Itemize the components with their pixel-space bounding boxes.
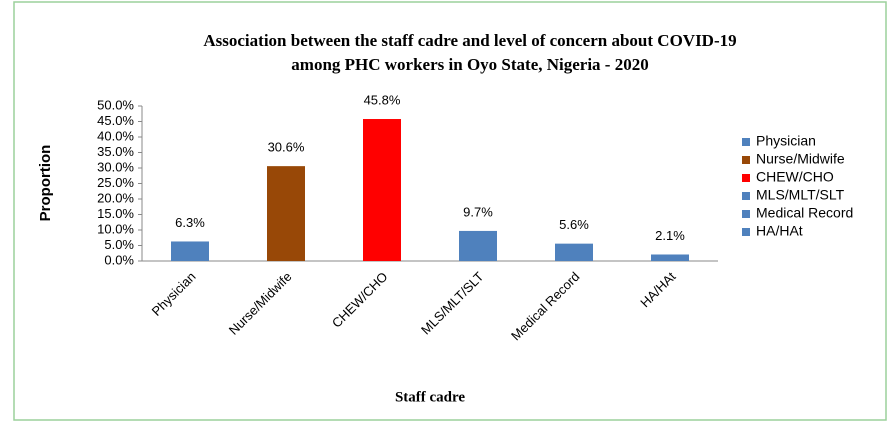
bar xyxy=(171,241,209,261)
legend-swatch xyxy=(742,228,750,236)
y-tick-label: 35.0% xyxy=(97,144,134,159)
y-tick-label: 30.0% xyxy=(97,159,134,174)
legend-swatch xyxy=(742,156,750,164)
y-axis-label: Proportion xyxy=(37,145,54,222)
legend-label: Physician xyxy=(756,133,816,149)
bar xyxy=(651,254,689,261)
x-axis-label: Staff cadre xyxy=(395,389,465,405)
bar xyxy=(363,119,401,262)
y-tick-label: 40.0% xyxy=(97,128,134,143)
y-tick-label: 20.0% xyxy=(97,190,134,205)
y-tick-label: 10.0% xyxy=(97,221,134,236)
data-label: 6.3% xyxy=(175,215,205,230)
data-label: 30.6% xyxy=(268,140,305,155)
legend-label: Medical Record xyxy=(756,205,853,221)
y-tick-label: 15.0% xyxy=(97,206,134,221)
y-tick-label: 5.0% xyxy=(104,237,134,252)
legend-swatch xyxy=(742,192,750,200)
bar xyxy=(459,230,497,261)
legend-label: CHEW/CHO xyxy=(756,169,834,185)
chart-title: Association between the staff cadre and … xyxy=(203,31,736,50)
bar xyxy=(555,243,593,261)
chart-border xyxy=(13,1,887,421)
y-tick-label: 45.0% xyxy=(97,113,134,128)
y-tick-label: 0.0% xyxy=(104,252,134,267)
chart-title: among PHC workers in Oyo State, Nigeria … xyxy=(291,55,648,74)
legend-swatch xyxy=(742,174,750,182)
legend-label: MLS/MLT/SLT xyxy=(756,187,845,203)
legend-swatch xyxy=(742,210,750,218)
y-tick-label: 25.0% xyxy=(97,175,134,190)
data-label: 2.1% xyxy=(655,228,685,243)
data-label: 5.6% xyxy=(559,217,589,232)
y-tick-label: 50.0% xyxy=(97,97,134,112)
legend-label: Nurse/Midwife xyxy=(756,151,845,167)
legend-label: HA/HAt xyxy=(756,223,803,239)
legend-swatch xyxy=(742,138,750,146)
data-label: 45.8% xyxy=(364,92,401,107)
data-label: 9.7% xyxy=(463,204,493,219)
bar xyxy=(267,166,305,261)
